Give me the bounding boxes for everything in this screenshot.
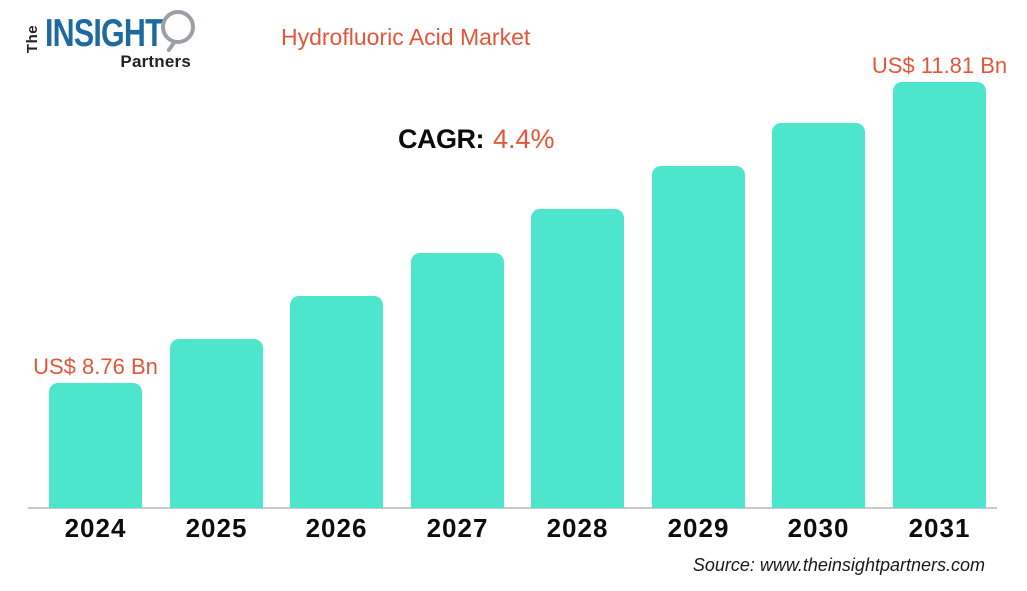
bar-2024 (49, 383, 142, 508)
x-tick-2031: 2031 (908, 513, 971, 543)
bar-2030 (772, 123, 865, 508)
bar-2031 (893, 82, 986, 508)
value-label-2031: US$ 11.81 Bn (871, 53, 1008, 78)
x-tick-2029: 2029 (667, 513, 730, 543)
bar-2027 (411, 253, 504, 508)
logo-partners-text: Partners (120, 52, 191, 71)
x-tick-2025: 2025 (185, 513, 248, 543)
x-tick-2030: 2030 (787, 513, 850, 543)
x-tick-2024: 2024 (64, 513, 127, 543)
chart-title: Hydrofluoric Acid Market (281, 24, 531, 50)
cagr-value: 4.4% (493, 124, 555, 154)
bar-2025 (170, 339, 263, 508)
logo-insight-text: INSIGHT (45, 12, 164, 55)
source-text: Source: www.theinsightpartners.com (692, 555, 985, 575)
cagr-annotation: CAGR: 4.4% (398, 124, 555, 155)
bar-2029 (652, 166, 745, 508)
x-axis-line (28, 507, 997, 509)
x-tick-2027: 2027 (426, 513, 489, 543)
magnifier-icon (161, 10, 195, 44)
bar-2028 (531, 209, 624, 508)
value-label-2024: US$ 8.76 Bn (33, 354, 158, 379)
x-tick-2026: 2026 (305, 513, 368, 543)
cagr-label: CAGR: (398, 124, 485, 154)
bar-2026 (290, 296, 383, 508)
x-tick-2028: 2028 (546, 513, 609, 543)
insight-partners-logo: The INSIGHT Partners (24, 6, 199, 72)
